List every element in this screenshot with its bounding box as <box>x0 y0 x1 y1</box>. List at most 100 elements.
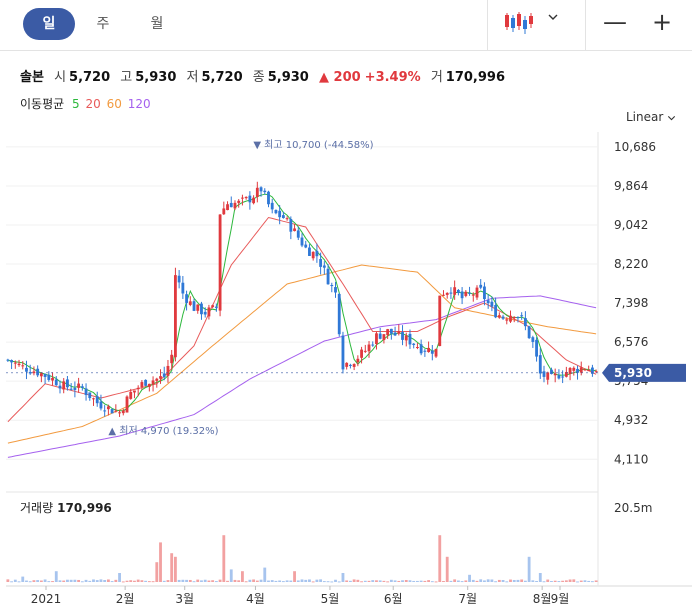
candle-body <box>203 311 207 315</box>
volume-bar <box>535 580 538 582</box>
change-percent: +3.49% <box>364 70 421 85</box>
volume-bar <box>456 580 460 582</box>
volume-bar <box>352 579 356 582</box>
volume-bar <box>185 579 188 582</box>
tab-monthly[interactable]: 월 <box>150 16 164 32</box>
volume-bar <box>572 579 576 582</box>
zoom-out-button[interactable]: — <box>603 8 627 36</box>
ma-120[interactable]: 120 <box>127 97 151 111</box>
volume-bar <box>274 580 278 582</box>
candle-body <box>416 347 419 349</box>
candlestick-icon[interactable] <box>503 10 543 40</box>
tab-weekly[interactable]: 주 <box>96 16 110 32</box>
volume-bar <box>334 579 337 582</box>
candle-body <box>330 285 334 287</box>
volume-bar <box>233 579 237 582</box>
volume-bar <box>252 579 256 582</box>
close-label: 종 <box>252 70 265 85</box>
candle-body <box>505 319 509 321</box>
volume-bar <box>181 579 185 582</box>
zoom-in-button[interactable]: + <box>651 8 673 36</box>
ma-60[interactable]: 60 <box>106 97 122 111</box>
x-tick-label: 2월 <box>116 592 135 606</box>
volume-panel-value: 170,996 <box>57 501 112 515</box>
x-tick-label: 8월 <box>533 592 552 606</box>
candle-body <box>434 348 438 357</box>
volume-bar <box>114 579 118 582</box>
candle-body <box>535 339 538 357</box>
volume-bar <box>520 579 524 582</box>
candle-body <box>118 412 121 414</box>
candle-body <box>553 373 557 376</box>
volume-bar <box>281 581 285 583</box>
volume-bar <box>39 580 43 582</box>
candle-body <box>144 379 148 386</box>
volume-bar <box>66 579 69 582</box>
ma-5[interactable]: 5 <box>72 97 80 111</box>
volume-bar <box>587 580 591 582</box>
candle-body <box>564 372 568 377</box>
volume-bar <box>80 581 84 583</box>
volume-bar <box>345 580 349 582</box>
volume-bar <box>434 581 438 583</box>
candle-body <box>486 300 490 304</box>
candle-body <box>356 358 360 363</box>
candle-body <box>587 370 591 372</box>
candle-body <box>326 268 330 285</box>
volume-bar <box>54 571 58 582</box>
volume-bar <box>375 580 378 582</box>
volume-bar <box>363 580 367 582</box>
y-tick-label: 4,110 <box>614 452 648 466</box>
volume-bar <box>594 580 598 582</box>
candle-body <box>304 244 308 248</box>
volume-bar <box>326 581 330 583</box>
candle-body <box>322 265 326 268</box>
candle-body <box>501 316 505 319</box>
candle-body <box>248 195 252 203</box>
scale-mode-dropdown[interactable]: Linear <box>626 110 676 124</box>
volume-bar <box>110 581 114 583</box>
volume-bar <box>106 579 110 582</box>
candle-body <box>423 350 427 352</box>
volume-bar <box>348 580 352 582</box>
candle-body <box>583 369 587 371</box>
candle-body <box>155 378 159 381</box>
volume-bar <box>550 580 553 582</box>
candle-body <box>509 315 512 322</box>
low-label: 저 <box>186 70 199 85</box>
volume-bar <box>147 581 151 583</box>
x-tick-label: 5월 <box>321 592 340 606</box>
candle-body <box>337 293 341 335</box>
volume-bar <box>270 580 274 582</box>
candle-body <box>483 286 486 300</box>
candle-body <box>263 190 267 193</box>
volume-bar <box>248 579 252 582</box>
volume-bar <box>308 579 311 582</box>
candle-body <box>51 377 54 381</box>
candle-body <box>211 305 215 308</box>
volume-bar <box>133 580 136 582</box>
volume-bar <box>58 580 62 582</box>
volume-bar <box>546 579 550 582</box>
volume-bar <box>419 580 423 582</box>
candle-body <box>293 228 296 232</box>
volume-panel-title: 거래량 170,996 <box>20 499 112 516</box>
candle-body <box>66 379 69 388</box>
candle-body <box>43 374 47 377</box>
volume-bar <box>255 580 259 582</box>
volume-panel-label: 거래량 <box>20 501 54 515</box>
chevron-down-icon[interactable] <box>548 12 558 25</box>
ma-20[interactable]: 20 <box>85 97 101 111</box>
volume-bar <box>430 581 434 583</box>
volume-bar <box>129 580 133 582</box>
volume-bar <box>278 580 282 582</box>
tab-daily[interactable]: 일 <box>23 8 75 40</box>
max-price-label: ▼ 최고 10,700 (-44.58%) <box>253 139 373 151</box>
volume-bar <box>401 580 404 582</box>
change-value: ▲ 200 <box>319 70 361 85</box>
volume-bar <box>527 556 531 582</box>
y-tick-label: 8,220 <box>614 257 648 271</box>
volume-bar <box>203 579 207 582</box>
candle-body <box>21 365 25 367</box>
